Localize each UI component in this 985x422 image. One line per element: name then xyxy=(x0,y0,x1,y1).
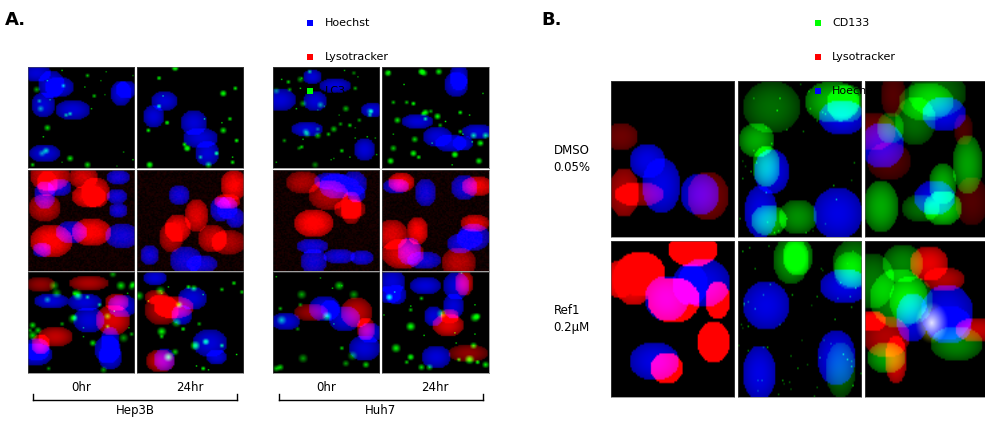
Text: DMSO
0.05%: DMSO 0.05% xyxy=(554,144,591,174)
Text: Hep3B: Hep3B xyxy=(116,404,155,417)
Text: CD133: CD133 xyxy=(832,18,870,28)
Text: 0hr: 0hr xyxy=(316,381,336,394)
Text: Hoechst: Hoechst xyxy=(325,18,370,28)
Text: 24hr: 24hr xyxy=(422,381,449,394)
Text: LC3: LC3 xyxy=(325,86,346,96)
Text: 0hr: 0hr xyxy=(71,381,91,394)
Text: Hoechst: Hoechst xyxy=(832,86,878,96)
Text: Lysotracker: Lysotracker xyxy=(832,52,896,62)
Text: Ref1
0.2μM: Ref1 0.2μM xyxy=(554,303,590,334)
Text: B.: B. xyxy=(542,11,562,29)
Text: 24hr: 24hr xyxy=(176,381,204,394)
Text: Lysotracker: Lysotracker xyxy=(325,52,389,62)
Text: Huh7: Huh7 xyxy=(365,404,396,417)
Text: A.: A. xyxy=(5,11,26,29)
